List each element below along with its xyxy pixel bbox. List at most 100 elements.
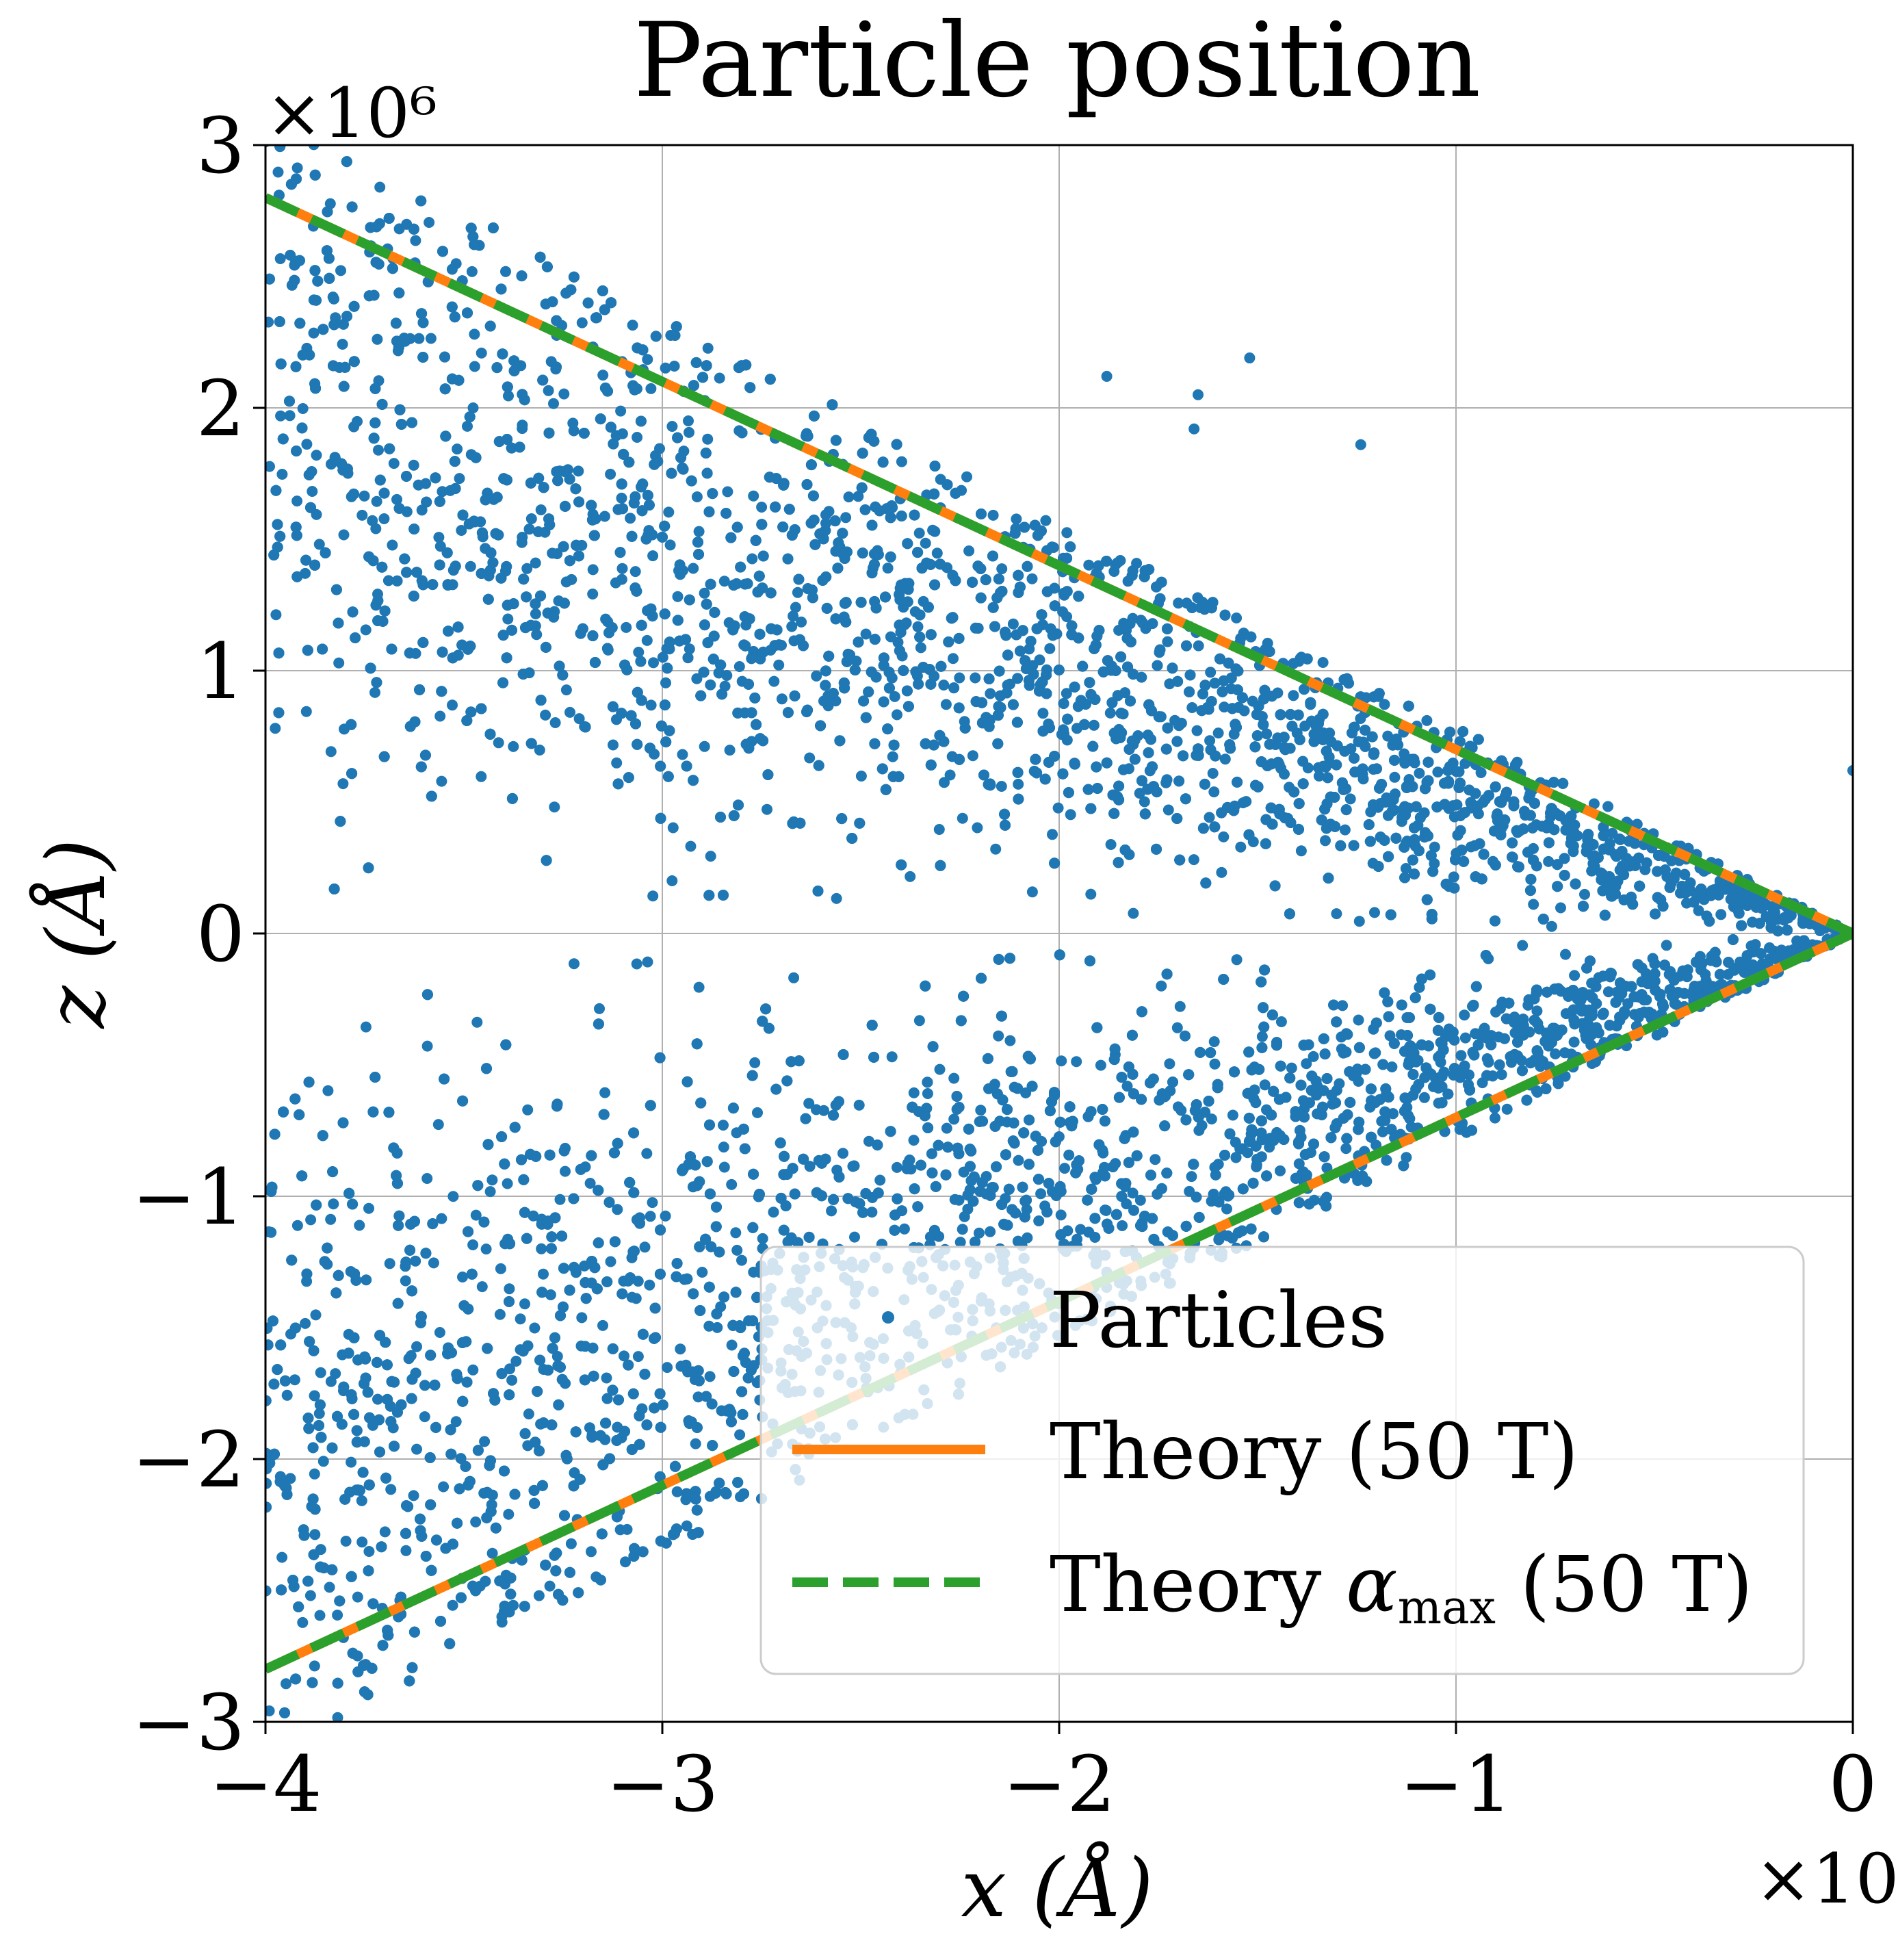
particle-point: [503, 1508, 515, 1520]
particle-point: [1379, 699, 1390, 710]
particle-point: [462, 420, 473, 432]
particle-point: [584, 1178, 596, 1189]
particle-point: [601, 1372, 612, 1384]
particle-point: [543, 385, 554, 396]
particle-point: [892, 1161, 902, 1173]
particle-point: [831, 892, 842, 904]
particle-point: [647, 890, 659, 902]
particle-point: [388, 458, 400, 469]
particle-point: [866, 1207, 878, 1218]
particle-point: [446, 263, 458, 275]
particle-point: [1546, 920, 1557, 932]
particle-point: [1693, 905, 1704, 916]
particle-point: [639, 1241, 651, 1253]
particle-point: [309, 1660, 320, 1672]
particle-point: [837, 1148, 848, 1159]
particle-point: [972, 822, 983, 834]
particle-point: [948, 653, 959, 665]
particle-point: [1418, 1092, 1430, 1103]
particle-point: [611, 757, 623, 769]
particle-point: [470, 1516, 482, 1527]
particle-point: [1007, 618, 1019, 630]
particle-point: [297, 1616, 309, 1628]
particle-point: [270, 723, 281, 734]
particle-point: [337, 339, 348, 350]
particle-point: [410, 1255, 421, 1267]
particle-point: [859, 504, 871, 515]
particle-point: [1095, 1059, 1106, 1071]
particle-point: [722, 486, 733, 498]
particle-point: [712, 1321, 723, 1333]
particle-point: [291, 495, 303, 507]
particle-point: [1371, 763, 1383, 775]
particle-point: [746, 553, 758, 565]
particle-point: [1175, 1105, 1187, 1116]
particle-point: [565, 1538, 577, 1549]
particle-point: [1212, 727, 1224, 739]
particle-point: [455, 1453, 467, 1465]
particle-point: [305, 1214, 317, 1226]
particle-point: [457, 1272, 468, 1282]
particle-point: [276, 1551, 288, 1563]
particle-point: [503, 390, 514, 402]
particle-point: [666, 875, 678, 886]
particle-point: [1071, 1056, 1082, 1068]
particle-point: [853, 1099, 865, 1111]
particle-point: [1353, 1014, 1364, 1026]
particle-point: [860, 628, 872, 640]
particle-point: [1196, 1120, 1208, 1131]
particle-point: [1188, 854, 1199, 866]
particle-point: [726, 1339, 738, 1351]
particle-point: [486, 1547, 498, 1559]
particle-point: [1052, 802, 1064, 814]
particle-point: [1208, 1036, 1220, 1048]
particle-point: [313, 1408, 325, 1419]
particle-point: [1191, 725, 1203, 736]
particle-point: [660, 1210, 671, 1222]
particle-point: [309, 1529, 321, 1540]
particle-point: [1083, 559, 1095, 571]
particle-point: [274, 253, 286, 264]
particle-point: [411, 1341, 422, 1352]
particle-point: [749, 1057, 761, 1068]
particle-point: [826, 1205, 837, 1217]
particle-point: [337, 778, 349, 790]
particle-point: [885, 631, 896, 643]
particle-point: [647, 1197, 658, 1209]
particle-point: [437, 486, 448, 498]
particle-point: [1186, 702, 1198, 713]
particle-point: [675, 1343, 686, 1355]
particle-point: [338, 529, 350, 541]
particle-point: [948, 1072, 960, 1084]
particle-point: [356, 1495, 367, 1506]
particle-point: [325, 1213, 337, 1225]
particle-point: [970, 622, 981, 634]
particle-point: [420, 478, 432, 489]
particle-point: [544, 1580, 556, 1592]
particle-point: [504, 1363, 515, 1375]
particle-point: [691, 673, 703, 684]
particle-point: [849, 1231, 860, 1243]
particle-point: [1105, 839, 1117, 850]
particle-point: [1104, 707, 1116, 719]
particle-point: [595, 1574, 606, 1586]
particle-point: [1231, 612, 1243, 623]
particle-point: [843, 491, 855, 503]
particle-point: [731, 1244, 743, 1256]
particle-point: [576, 317, 588, 328]
particle-point: [359, 490, 370, 502]
particle-point: [699, 740, 710, 752]
particle-point: [734, 1429, 746, 1441]
particle-point: [1275, 1165, 1286, 1176]
particle-point: [1204, 812, 1215, 823]
particle-point: [724, 745, 736, 756]
particle-point: [1389, 771, 1401, 783]
particle-point: [684, 643, 695, 655]
particle-point: [486, 1174, 498, 1186]
particle-point: [599, 511, 610, 522]
particle-point: [411, 1443, 422, 1455]
particle-point: [516, 537, 528, 548]
particle-point: [1421, 714, 1433, 726]
particle-point: [1295, 845, 1307, 857]
particle-point: [905, 871, 916, 882]
